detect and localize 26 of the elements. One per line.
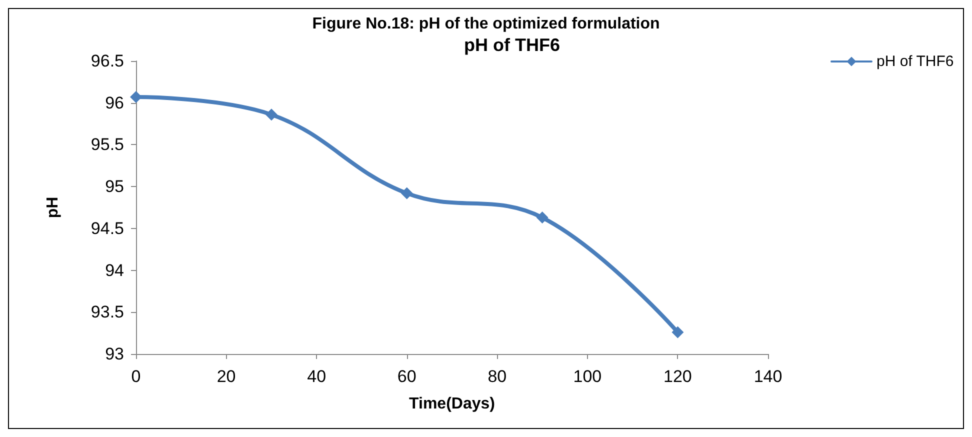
chart-subtitle: pH of THF6 bbox=[464, 35, 560, 55]
x-tick-label: 0 bbox=[131, 367, 141, 386]
point bbox=[400, 187, 413, 200]
y-tick-label: 94.5 bbox=[90, 218, 124, 238]
point bbox=[536, 212, 548, 224]
y-tick-label: 96 bbox=[105, 93, 124, 112]
chart-title: Figure No.18: pH of the optimized formulation bbox=[312, 16, 660, 32]
y-tick-label: 95.5 bbox=[90, 135, 124, 154]
x-axis-title: Time(Days) bbox=[409, 396, 495, 412]
y-tick-label: 94 bbox=[105, 260, 124, 280]
y-tick-label: 96.5 bbox=[90, 52, 124, 70]
y-tick-label: 95 bbox=[105, 177, 124, 196]
y-tick-label: 93.5 bbox=[90, 302, 124, 322]
point bbox=[130, 90, 142, 103]
y-axis-title: pH bbox=[44, 196, 62, 218]
y-tick-label: 93 bbox=[105, 344, 124, 364]
point bbox=[265, 108, 278, 121]
x-tick-label: 100 bbox=[573, 367, 602, 386]
x-tick-label: 80 bbox=[488, 367, 507, 386]
x-tick-label: 40 bbox=[307, 367, 326, 386]
point bbox=[672, 326, 684, 338]
x-tick-label: 60 bbox=[397, 367, 416, 386]
x-tick-label: 120 bbox=[664, 367, 692, 386]
x-tick-label: 20 bbox=[216, 367, 236, 386]
x-tick-label: 140 bbox=[754, 367, 782, 386]
legend-label: pH of THF6 bbox=[876, 53, 954, 70]
